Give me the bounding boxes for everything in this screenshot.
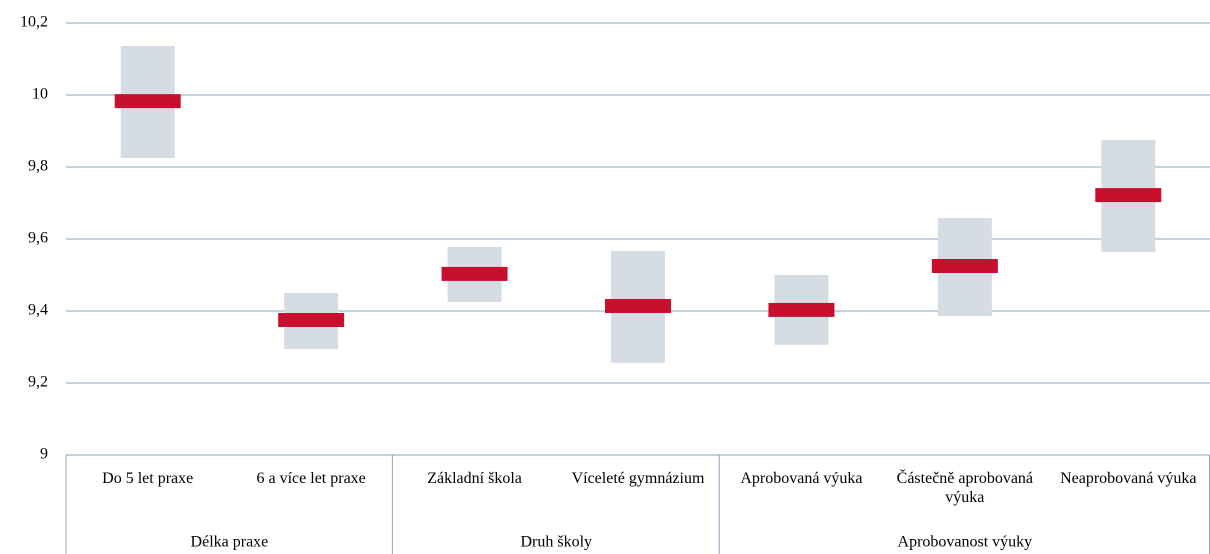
mean-marker [114,94,181,109]
x-tick-label: Částečně aprobovaná výuka [896,470,1034,506]
x-tick-label: 6 a více let praxe [256,470,366,487]
mean-marker [278,313,345,327]
x-tick-label: Do 5 let praxe [102,470,194,487]
group-label: Aprobovanost výuky [898,534,1033,551]
mean-marker [441,266,508,281]
y-tick-label: 9,8 [28,158,48,175]
y-tick-label: 10 [32,86,48,103]
mean-marker [768,302,835,317]
mean-marker [931,259,998,273]
y-tick-label: 9,6 [28,230,48,247]
y-tick-label: 9 [40,446,48,463]
group-label: Délka praxe [191,534,269,551]
x-tick-label: Víceleté gymnázium [571,470,705,487]
x-tick-label: Neaprobovaná výuka [1060,470,1197,487]
x-tick-label: Aprobovaná výuka [740,470,863,487]
y-tick-label: 10,2 [20,14,48,31]
y-tick-label: 9,4 [28,302,48,319]
y-tick-label: 9,2 [28,374,48,391]
mean-marker [1095,188,1162,203]
group-label: Druh školy [521,534,593,551]
x-tick-label: Základní škola [427,470,522,487]
mean-marker [605,298,671,313]
